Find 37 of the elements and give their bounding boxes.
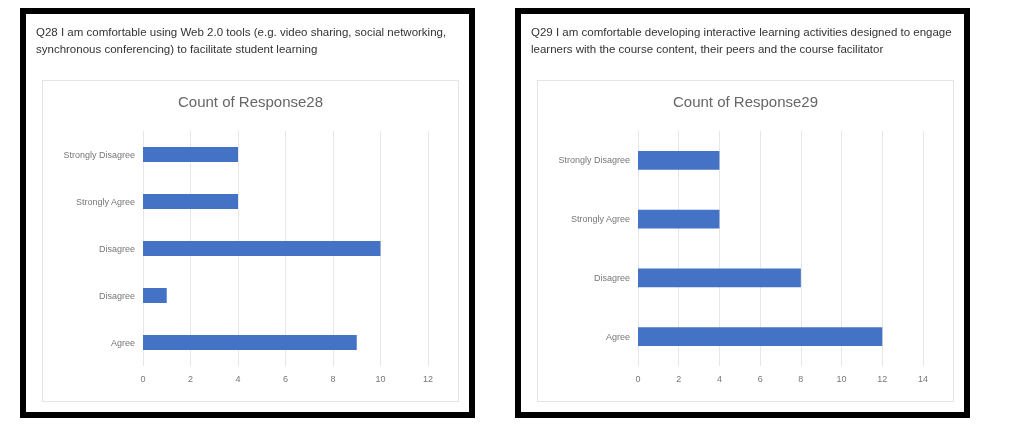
x-tick-label: 2 <box>187 373 194 384</box>
y-tick-label: Disagree <box>593 272 630 283</box>
x-tick-label: 8 <box>330 373 336 384</box>
x-tick-label: 10 <box>375 373 386 384</box>
x-tick-label: 8 <box>798 373 804 384</box>
x-tick-label: 4 <box>235 373 241 384</box>
bar <box>143 334 357 351</box>
x-tick-label: 10 <box>836 373 847 384</box>
y-tick-label: Agree <box>110 337 135 348</box>
bar <box>638 150 720 170</box>
bar <box>638 327 883 347</box>
chart-subtitle: Count of Response29 <box>672 93 819 110</box>
y-tick-label: Disagree <box>98 290 135 301</box>
x-tick-label: 14 <box>917 373 929 384</box>
bar <box>638 209 720 229</box>
x-tick-label: 6 <box>282 373 289 384</box>
y-tick-label: Strongly Agree <box>75 196 135 207</box>
y-tick-label: Strongly Disagree <box>63 149 135 160</box>
y-tick-label: Strongly Agree <box>570 214 630 225</box>
y-tick-label: Strongly Disagree <box>558 155 630 166</box>
x-tick-label: 2 <box>676 373 682 384</box>
chart-title: Q29 I am comfortable developing interactive learning activities designed to engage learners with the course content, their peers and the course facilitator <box>531 25 953 57</box>
bar <box>143 146 238 163</box>
x-tick-label: 4 <box>716 373 722 384</box>
bar <box>638 268 801 288</box>
chart-subtitle: Count of Response28 <box>177 93 324 110</box>
y-tick-label: Agree <box>605 331 630 342</box>
x-tick-label: 12 <box>877 373 888 384</box>
chart-title: Q28 I am comfortable using Web 2.0 tools (e.g. video sharing, social networking, synchronous conferencing) to facilitate student learning <box>36 25 448 57</box>
x-tick-label: 6 <box>757 373 763 384</box>
x-tick-label: 0 <box>635 373 641 384</box>
x-tick-label: 0 <box>140 373 146 384</box>
bar <box>143 193 238 210</box>
y-tick-label: Disagree <box>98 243 135 254</box>
x-tick-label: 12 <box>422 373 434 384</box>
bar <box>143 287 167 304</box>
bar <box>143 240 381 257</box>
